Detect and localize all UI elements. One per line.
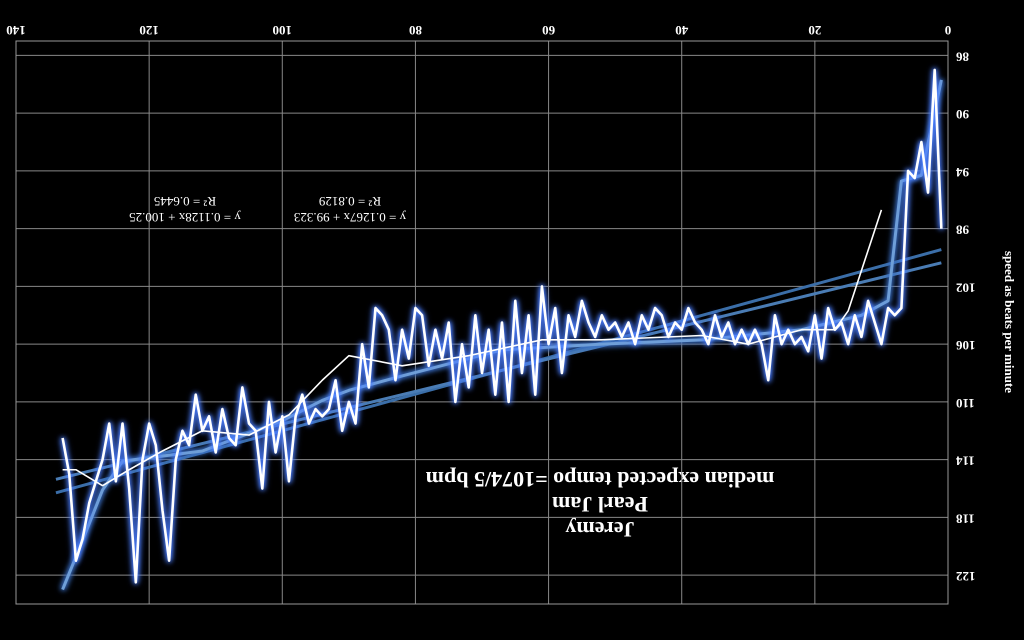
y-tick-label: 90: [956, 107, 969, 122]
y-axis-label: speed as beats per minute: [1002, 251, 1017, 393]
y-tick-label: 98: [956, 223, 970, 238]
x-tick-label: 0: [945, 23, 952, 38]
y-tick-label: 122: [956, 569, 976, 584]
x-tick-label: 20: [808, 23, 821, 38]
x-tick-label: 60: [542, 23, 555, 38]
x-tick-label: 80: [409, 23, 422, 38]
y-tick-label: 118: [956, 511, 975, 526]
rotated-chart: Jeremy Pearl Jam median expected tempo =…: [6, 23, 1017, 605]
x-tick-label: 40: [675, 23, 688, 38]
y-tick-label: 102: [956, 280, 976, 295]
trend-r-squared: R² = 0.8129: [319, 194, 381, 209]
y-tick-label: 94: [956, 165, 970, 180]
trend-r-squared: R² = 0.6445: [154, 194, 216, 209]
trend-equation: y = 0.1128x + 100.25: [129, 210, 241, 225]
x-tick-label: 120: [139, 23, 159, 38]
y-tick-label: 114: [956, 454, 975, 469]
x-tick-label: 140: [6, 23, 26, 38]
grid: [15, 41, 949, 604]
chart-title: Jeremy: [565, 517, 634, 542]
trend-equation: y = 0.1267x + 99.323: [294, 210, 406, 225]
y-tick-label: 110: [956, 396, 975, 411]
y-tick-label: 86: [956, 49, 970, 64]
x-tick-label: 100: [273, 23, 293, 38]
annotation: median expected tempo =1074/5 bpm: [426, 467, 775, 492]
y-tick-label: 106: [956, 338, 976, 353]
series-line: [62, 209, 883, 487]
chart-subtitle: Pearl Jam: [552, 492, 648, 517]
plot-frame: [15, 40, 949, 605]
series-line: [61, 68, 943, 584]
